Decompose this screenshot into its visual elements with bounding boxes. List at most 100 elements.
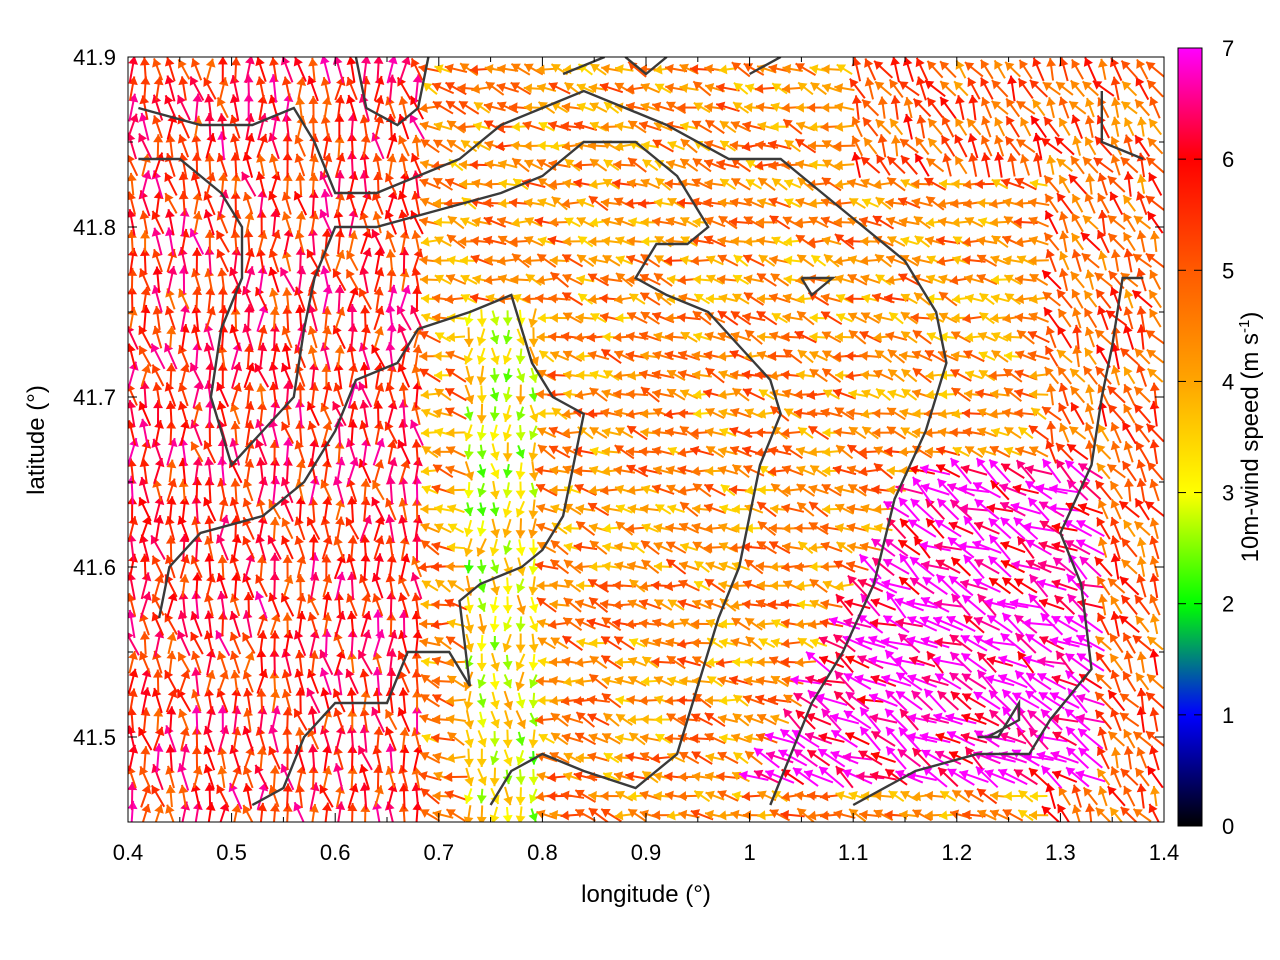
colorbar-tick-label: 0 (1222, 814, 1234, 839)
wind-arrow (1076, 693, 1105, 707)
wind-arrow (1146, 635, 1164, 651)
colorbar-tick-label: 6 (1222, 147, 1234, 172)
wind-arrow (1071, 58, 1084, 80)
wind-arrow (528, 729, 539, 748)
wind-arrow (230, 152, 241, 178)
wind-arrow (360, 629, 372, 657)
wind-arrow (805, 650, 832, 674)
wind-arrow (359, 668, 370, 694)
wind-arrow (281, 211, 292, 234)
wind-arrow (282, 783, 293, 809)
wind-arrow (1109, 57, 1123, 82)
wind-arrow (176, 688, 192, 713)
wind-arrow (445, 561, 467, 572)
wind-arrow (993, 59, 1006, 79)
wind-arrow (900, 790, 919, 802)
wind-arrow (333, 763, 344, 791)
wind-arrow (476, 634, 487, 652)
wind-arrow (204, 268, 215, 292)
wind-arrow (1123, 289, 1134, 309)
wind-arrow (446, 427, 466, 438)
wind-arrow (398, 783, 409, 809)
wind-arrow (690, 713, 714, 726)
wind-arrow (1054, 136, 1075, 156)
wind-arrow (128, 515, 139, 541)
wind-arrow (755, 732, 778, 744)
wind-arrow (177, 651, 191, 673)
wind-arrow (587, 752, 610, 762)
wind-arrow (269, 229, 281, 254)
wind-arrow (769, 809, 791, 822)
wind-arrow (939, 790, 957, 802)
wind-arrow (138, 345, 152, 367)
wind-arrow (1134, 134, 1151, 158)
wind-arrow (445, 446, 466, 458)
colorbar-tick-label: 3 (1222, 481, 1234, 506)
wind-arrow (295, 211, 306, 234)
wind-arrow (256, 383, 267, 406)
wind-arrow (1070, 271, 1085, 289)
wind-arrow (257, 515, 268, 542)
wind-arrow (308, 497, 319, 522)
wind-arrow (463, 424, 474, 442)
wind-arrow (873, 60, 894, 79)
wind-arrow (1149, 613, 1160, 635)
wind-arrow (178, 478, 189, 502)
wind-arrow (738, 770, 769, 782)
wind-arrow (1132, 808, 1152, 822)
wind-arrow (164, 305, 176, 331)
wind-arrow (515, 769, 526, 785)
wind-arrow (138, 132, 152, 159)
wind-arrow (832, 633, 856, 653)
wind-arrow (308, 172, 319, 196)
wind-arrow (319, 784, 334, 808)
wind-arrow (216, 152, 228, 178)
wind-arrow (783, 694, 803, 707)
wind-arrow (1120, 59, 1138, 79)
wind-arrow (321, 802, 332, 822)
wind-arrow (942, 153, 952, 177)
wind-arrow (476, 444, 487, 460)
wind-arrow (934, 750, 962, 765)
wind-arrow (476, 328, 487, 346)
wind-arrow (420, 787, 440, 805)
wind-arrow (309, 782, 320, 810)
wind-arrow (1075, 634, 1105, 652)
wind-arrow (884, 649, 908, 676)
wind-arrow (764, 731, 795, 744)
wind-arrow (914, 235, 931, 248)
wind-arrow (653, 675, 673, 687)
wind-arrow (411, 475, 422, 505)
x-tick-label: 0.8 (527, 840, 558, 865)
wind-arrow (911, 747, 933, 769)
wind-arrow (1146, 211, 1164, 234)
wind-arrow (229, 650, 241, 674)
wind-arrow (678, 751, 700, 765)
wind-arrow (574, 808, 596, 822)
wind-arrow (397, 439, 411, 465)
wind-arrow (1016, 138, 1036, 154)
wind-arrow (446, 504, 465, 514)
wind-arrow (373, 326, 384, 348)
wind-arrow (897, 748, 922, 768)
wind-arrow (463, 327, 474, 347)
wind-arrow (1135, 441, 1150, 463)
wind-arrow (1094, 691, 1113, 710)
wind-arrow (203, 764, 215, 790)
wind-arrow (805, 712, 832, 726)
wind-arrow (1028, 767, 1049, 787)
wind-arrow (1109, 633, 1124, 654)
wind-arrow (1106, 385, 1126, 404)
wind-arrow (830, 729, 858, 748)
wind-arrow (332, 688, 346, 713)
wind-arrow (322, 744, 333, 772)
wind-arrow (613, 635, 635, 651)
wind-arrow (463, 502, 474, 517)
wind-arrow (464, 767, 475, 787)
wind-arrow (1085, 97, 1095, 118)
wind-arrow (398, 284, 411, 313)
wind-arrow (614, 675, 635, 686)
wind-arrow (1071, 288, 1084, 309)
wind-arrow (502, 806, 513, 822)
wind-arrow (490, 518, 501, 539)
